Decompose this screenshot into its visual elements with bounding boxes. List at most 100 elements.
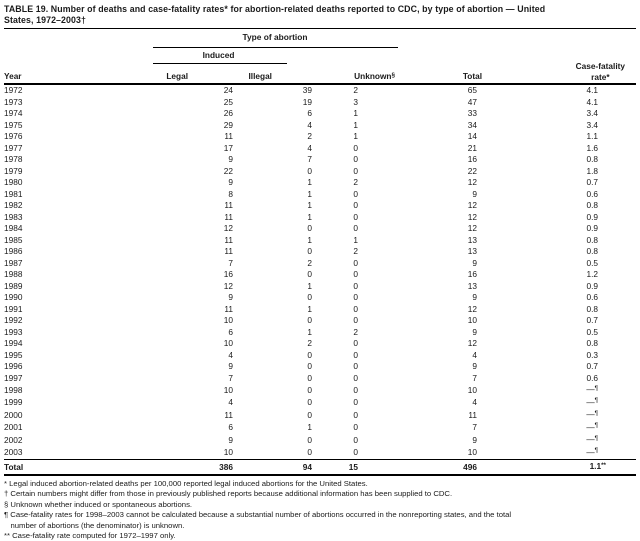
value-cell: 0.8 xyxy=(586,338,599,348)
table-row: 1994 10 2 0 12 0.8 xyxy=(4,338,636,350)
value-cell: 0 xyxy=(353,303,359,314)
table-row: 1987 7 2 0 9 0.5 xyxy=(4,258,636,270)
value-cell: 4.1 xyxy=(586,96,599,107)
value-cell: 0.8 xyxy=(586,154,599,164)
value-cell: 0 xyxy=(307,409,312,420)
value-cell: 0 xyxy=(353,397,359,407)
value-cell: 0 xyxy=(353,188,359,199)
value-cell: —¶ xyxy=(586,396,599,407)
value-cell: 25 xyxy=(223,96,233,107)
value-cell: 17 xyxy=(223,142,233,153)
table-row: 1982 11 1 0 12 0.8 xyxy=(4,200,636,212)
value-cell: 11 xyxy=(224,246,233,256)
case-fatality-header-lines: Case-fatality rate* xyxy=(576,61,625,82)
value-cell: 2 xyxy=(307,257,312,268)
value-cell: 0.6 xyxy=(586,292,599,302)
footnote-marker: * xyxy=(4,479,10,488)
value-cell: —¶ xyxy=(586,421,599,432)
value-cell: 0 xyxy=(353,292,359,302)
value-cell: 12 xyxy=(467,211,478,222)
footnote: * Legal induced abortion-related deaths … xyxy=(4,479,368,488)
value-cell: 11 xyxy=(224,131,233,141)
table-row: 1985 11 1 1 13 0.8 xyxy=(4,235,636,247)
header-row-columns: Legal Illegal xyxy=(4,64,636,84)
value-cell: 13 xyxy=(467,234,478,245)
value-cell: 1 xyxy=(307,177,312,187)
value-cell: 9 xyxy=(228,292,233,302)
value-cell: 0 xyxy=(353,200,359,210)
table-row: 1992 10 0 0 10 0.7 xyxy=(4,315,636,327)
value-cell: 7 xyxy=(472,422,478,432)
value-cell: 11 xyxy=(224,211,233,222)
table-row: 1991 11 1 0 12 0.8 xyxy=(4,304,636,316)
value-cell: 0.9 xyxy=(586,280,599,291)
year-cell: 1984 xyxy=(4,223,23,233)
value-cell: 3.4 xyxy=(586,108,599,118)
value-cell: 0 xyxy=(307,349,312,360)
value-cell: 13 xyxy=(467,246,478,256)
year-cell: 1997 xyxy=(4,372,23,383)
table-title: TABLE 19. Number of deaths and case-fata… xyxy=(4,4,636,25)
value-cell: 1 xyxy=(353,108,359,118)
value-cell: 0 xyxy=(307,384,312,395)
table-row: 1980 9 1 2 12 0.7 xyxy=(4,177,636,189)
header-row-group: Year Type of abortion Total Case-fatalit… xyxy=(4,29,636,82)
value-cell: 0 xyxy=(353,422,359,432)
table-row: 1998 10 0 0 10 —¶ xyxy=(4,384,636,397)
year-cell: 1988 xyxy=(4,269,23,279)
year-cell: 1991 xyxy=(4,303,23,314)
value-cell: 16 xyxy=(223,269,233,279)
value-cell: 0 xyxy=(353,165,359,176)
table-row: 1993 6 1 2 9 0.5 xyxy=(4,327,636,339)
table-row: 2002 9 0 0 9 —¶ xyxy=(4,434,636,447)
value-cell: 9 xyxy=(228,361,233,371)
table-row: 1974 26 6 1 33 3.4 xyxy=(4,108,636,120)
value-cell: 14 xyxy=(467,131,478,141)
value-cell: 4 xyxy=(228,397,233,407)
value-cell: 9 xyxy=(228,434,233,445)
table-row: 1981 8 1 0 9 0.6 xyxy=(4,189,636,201)
year-cell: 2003 xyxy=(4,447,23,457)
table-title-line1: TABLE 19. Number of deaths and case-fata… xyxy=(4,4,546,14)
year-cell: 1995 xyxy=(4,349,23,360)
year-cell: 2000 xyxy=(4,409,23,420)
value-cell: 0.9 xyxy=(586,223,599,233)
value-cell: 1.1 xyxy=(586,131,599,141)
table-row: 1988 16 0 0 16 1.2 xyxy=(4,269,636,281)
value-cell: 1 xyxy=(353,131,359,141)
value-cell: 0 xyxy=(307,165,312,176)
table-row: 2003 10 0 0 10 —¶ xyxy=(4,447,636,460)
value-cell: 9 xyxy=(228,154,233,164)
value-cell: 0.5 xyxy=(586,257,599,268)
group-header-induced: Induced xyxy=(150,48,317,64)
value-cell: 94 xyxy=(240,459,317,475)
case-fatality-header-line1: Case-fatality xyxy=(575,61,626,71)
value-cell: 2 xyxy=(353,85,359,95)
year-cell: 2002 xyxy=(4,434,23,445)
value-cell: 12 xyxy=(223,223,233,233)
value-cell: 7 xyxy=(472,372,478,383)
value-cell: 0 xyxy=(307,223,312,233)
value-cell: 1 xyxy=(307,422,312,432)
value-cell: 0 xyxy=(307,246,312,256)
value-cell: 9 xyxy=(228,177,233,187)
group-header-type-of-abortion: Type of abortion xyxy=(150,29,400,49)
value-cell: 1 xyxy=(307,326,312,337)
year-cell: 2001 xyxy=(4,422,23,432)
value-cell: 1.8 xyxy=(586,165,599,176)
footnote-marker: ** xyxy=(4,531,13,541)
value-cell: 11 xyxy=(468,409,478,420)
value-cell: 0.7 xyxy=(586,315,599,325)
footnote-marker: † xyxy=(4,489,11,499)
value-cell: 21 xyxy=(467,142,478,153)
value-cell: 9 xyxy=(472,257,478,268)
year-cell: 1993 xyxy=(4,326,23,337)
value-cell: 3.4 xyxy=(586,119,599,130)
value-cell: 2 xyxy=(353,326,359,337)
value-cell: 1 xyxy=(353,119,359,130)
value-cell: 0 xyxy=(353,384,359,395)
year-cell: 1994 xyxy=(4,338,23,348)
value-cell: 0 xyxy=(353,338,359,348)
value-cell: 12 xyxy=(467,177,478,187)
year-cell: 1998 xyxy=(4,384,23,395)
